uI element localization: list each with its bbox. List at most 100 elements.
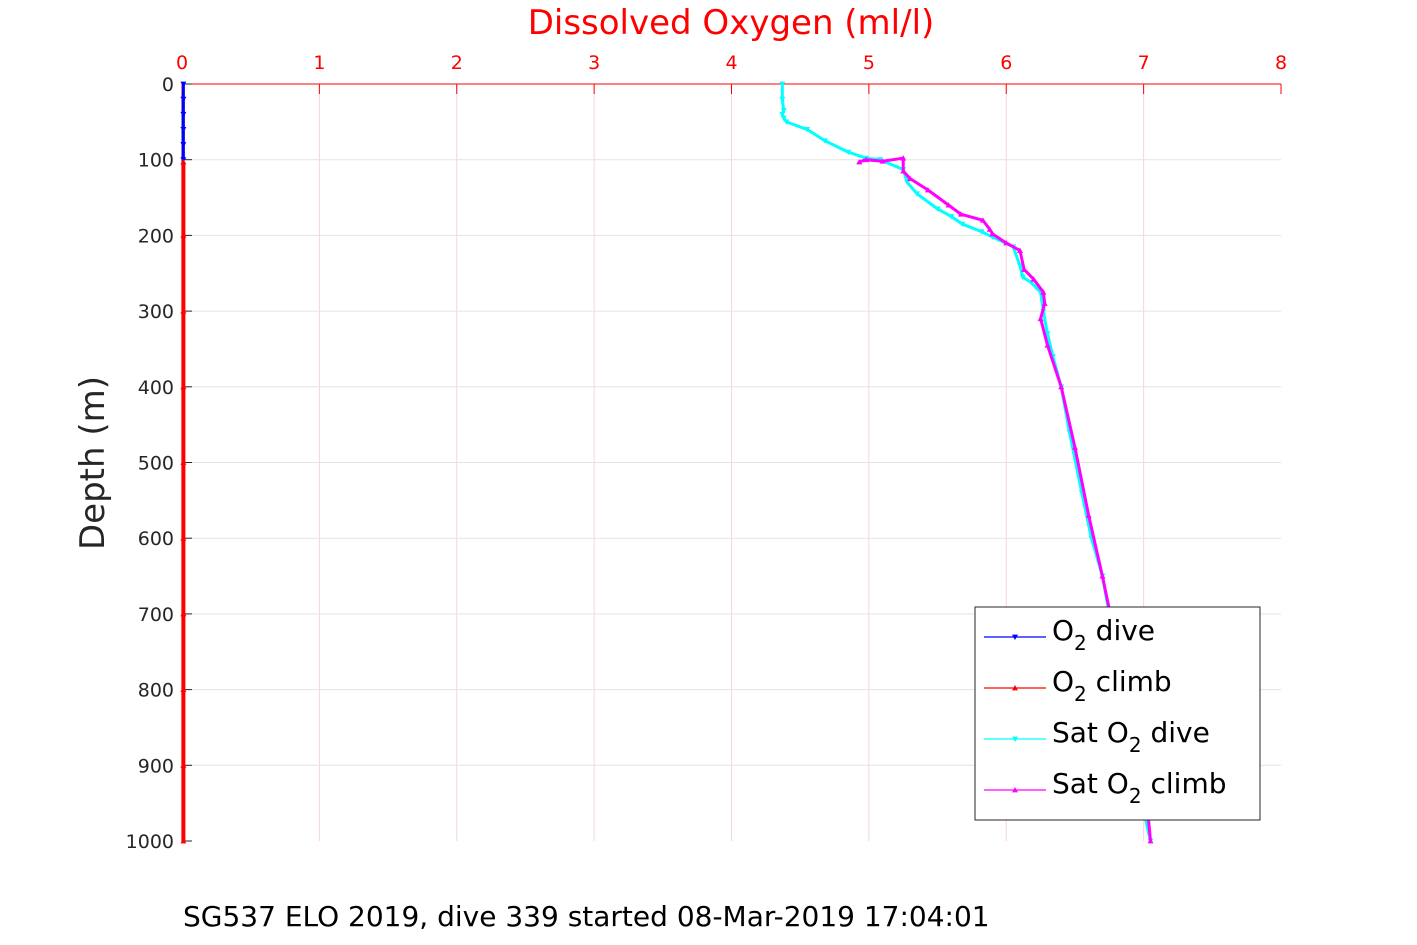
- data-point: [180, 610, 187, 617]
- data-point: [863, 156, 870, 163]
- legend-label: Sat O2 dive: [1052, 716, 1210, 757]
- series-3: [856, 155, 1154, 844]
- data-point: [1099, 573, 1106, 579]
- data-point: [180, 142, 187, 148]
- data-point: [1021, 266, 1028, 272]
- legend-box: [974, 606, 1261, 821]
- legend-swatch-marker: [1012, 634, 1018, 640]
- data-point: [780, 115, 787, 122]
- data-point: [989, 230, 996, 237]
- data-point: [180, 158, 187, 165]
- chart-title: Dissolved Oxygen (ml/l): [528, 3, 935, 43]
- data-point: [904, 180, 911, 186]
- data-point: [1040, 289, 1047, 295]
- data-point: [1058, 383, 1065, 390]
- data-point: [924, 186, 931, 193]
- series-1: [180, 158, 187, 844]
- data-point: [180, 127, 187, 133]
- x-tick-label: 6: [1000, 52, 1012, 74]
- y-tick-label: 600: [138, 528, 174, 550]
- data-point: [1085, 512, 1092, 518]
- legend-label: O2 climb: [1052, 665, 1172, 706]
- y-tick-label: 1000: [126, 831, 174, 853]
- y-tick-label: 400: [138, 377, 174, 399]
- data-point: [180, 459, 187, 465]
- data-point: [1037, 315, 1044, 322]
- legend-label: Sat O2 climb: [1052, 767, 1227, 808]
- data-point: [948, 214, 955, 220]
- data-point: [779, 111, 786, 118]
- data-point: [1019, 274, 1026, 281]
- data-point: [783, 119, 790, 125]
- data-point: [779, 96, 786, 103]
- data-point: [1044, 331, 1051, 337]
- y-tick-label: 900: [138, 755, 174, 777]
- data-point: [180, 686, 187, 692]
- legend-entry: Sat O2 climb: [984, 767, 1227, 808]
- data-point: [913, 191, 920, 197]
- legend-swatch-marker: [1012, 685, 1018, 691]
- data-point: [1003, 239, 1010, 246]
- legend-entry: O2 climb: [984, 665, 1172, 706]
- legend-label: O2 dive: [1052, 614, 1155, 655]
- data-point: [907, 175, 914, 182]
- y-tick-label: 500: [138, 453, 174, 475]
- data-point: [879, 158, 886, 164]
- y-tick-label: 700: [138, 604, 174, 626]
- legend-swatch-marker: [1012, 787, 1018, 793]
- data-point: [957, 211, 964, 217]
- data-point: [779, 81, 786, 87]
- series-layer: [180, 81, 1154, 844]
- x-tick-label: 3: [588, 52, 600, 74]
- data-point: [180, 232, 187, 238]
- data-point: [900, 155, 907, 161]
- x-tick-label: 0: [176, 52, 188, 74]
- data-point: [821, 138, 828, 144]
- data-point: [959, 221, 966, 228]
- x-tick-label: 7: [1138, 52, 1150, 74]
- data-point: [1044, 342, 1051, 348]
- y-tick-label: 100: [138, 150, 174, 172]
- x-tick-label: 4: [725, 52, 737, 74]
- x-tick-label: 5: [863, 52, 875, 74]
- data-point: [900, 168, 907, 174]
- data-point: [180, 308, 187, 314]
- grid: [182, 84, 1281, 841]
- y-tick-label: 300: [138, 301, 174, 323]
- caption: SG537 ELO 2019, dive 339 started 08-Mar-…: [183, 900, 990, 933]
- legend-entry: O2 dive: [984, 614, 1155, 655]
- y-tick-label: 200: [138, 225, 174, 247]
- y-tick-label: 0: [162, 74, 174, 96]
- x-tick-label: 8: [1275, 52, 1287, 74]
- data-point: [180, 81, 187, 87]
- data-point: [934, 206, 941, 212]
- data-point: [180, 96, 187, 103]
- data-point: [986, 226, 993, 232]
- data-point: [780, 108, 787, 114]
- data-point: [856, 158, 863, 165]
- data-point: [180, 383, 187, 390]
- y-axis-label: Depth (m): [73, 376, 113, 550]
- data-point: [845, 149, 852, 156]
- data-point: [979, 217, 986, 223]
- data-point: [180, 535, 187, 541]
- data-point: [180, 111, 187, 118]
- x-tick-label: 2: [451, 52, 463, 74]
- data-point: [1071, 444, 1078, 450]
- data-point: [180, 838, 187, 844]
- legend-swatch-marker: [1012, 736, 1018, 742]
- data-point: [978, 229, 985, 235]
- data-point: [1147, 838, 1154, 844]
- data-point: [1016, 263, 1023, 269]
- legend-entry: Sat O2 dive: [984, 716, 1210, 757]
- x-tick-label: 1: [313, 52, 325, 74]
- data-point: [180, 762, 187, 768]
- data-point: [804, 127, 811, 133]
- legend: O2 dive O2 climb Sat O2 dive Sat O2 climb: [974, 606, 1261, 821]
- data-point: [1016, 247, 1023, 253]
- data-point: [945, 202, 952, 208]
- y-tick-label: 800: [138, 680, 174, 702]
- series-0: [180, 81, 187, 163]
- data-point: [1041, 300, 1048, 306]
